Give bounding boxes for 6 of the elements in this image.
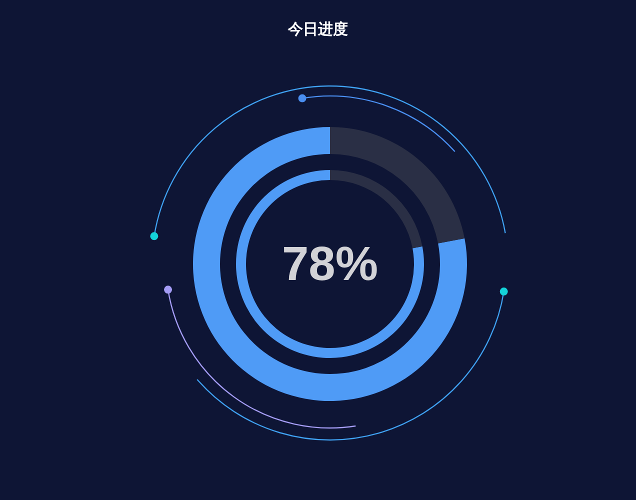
donut-slice [193,127,467,401]
data-label: 78% [282,238,378,291]
donut-slice [330,127,465,244]
donut-slice [236,170,424,358]
chart-title: 今日进度 [287,20,348,38]
donut-slice [330,170,422,248]
